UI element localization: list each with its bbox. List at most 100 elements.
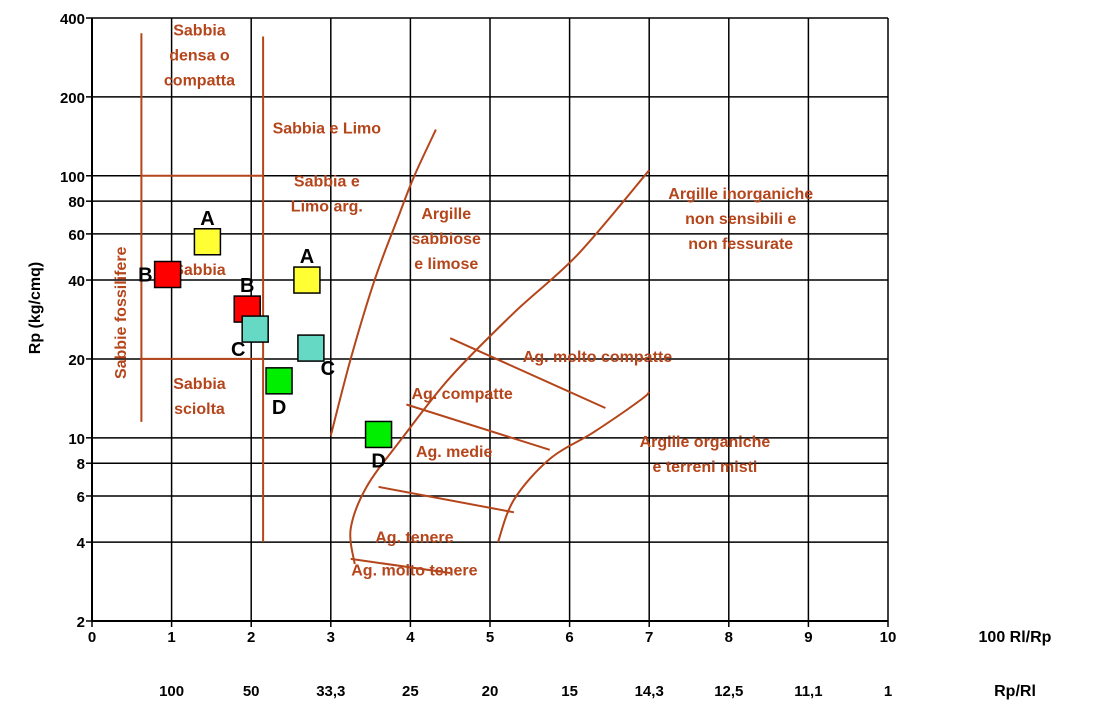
region-label: Ag. medie <box>416 444 493 461</box>
region-boundary <box>329 129 437 436</box>
region-label-line: non sensibili e <box>685 211 796 228</box>
x2-tick-label: 14,3 <box>635 683 664 700</box>
x2-tick-label: 50 <box>243 683 260 700</box>
x-tick-label: 7 <box>645 629 653 646</box>
x-tick-label: 0 <box>88 629 96 646</box>
region-label-line: Ag. molto tenere <box>351 562 477 579</box>
y-tick-label: 10 <box>68 431 85 448</box>
x-axis-label: 100 Rl/Rp <box>979 629 1052 646</box>
y-tick-label: 100 <box>60 169 85 186</box>
region-label: Sabbie fossilifere <box>113 246 130 379</box>
y-tick-label: 2 <box>77 614 85 631</box>
y-axis-label: Rp (kg/cmq) <box>27 262 44 354</box>
x2-tick-label: 25 <box>402 683 419 700</box>
data-point-c <box>297 334 325 362</box>
region-label: Argille sabbiose e limose <box>412 206 481 273</box>
y-tick-label: 4 <box>77 535 86 552</box>
x2-tick-label: 100 <box>159 683 184 700</box>
region-label-line: compatta <box>164 73 235 90</box>
region-label-line: Sabbia <box>173 376 226 393</box>
region-label-line: sciolta <box>174 401 225 418</box>
y-tick-label: 8 <box>77 456 85 473</box>
x2-tick-label: 15 <box>561 683 578 700</box>
x-tick-label: 9 <box>804 629 812 646</box>
x-tick-label: 6 <box>565 629 573 646</box>
region-boundary <box>497 390 650 543</box>
region-label: Ag. compatte <box>411 386 512 403</box>
region-label-line: Sabbia e <box>294 173 360 190</box>
y-tick-label: 60 <box>68 227 85 244</box>
region-label-line: Limo arg. <box>291 198 363 215</box>
x-tick-label: 10 <box>880 629 897 646</box>
region-boundary <box>449 337 606 409</box>
x-tick-label: 2 <box>247 629 255 646</box>
data-point-a <box>193 228 222 256</box>
data-point-c <box>241 315 269 343</box>
region-label: Argille organiche e terreni misti <box>640 434 771 476</box>
data-point-label: C <box>321 358 335 380</box>
x2-tick-label: 12,5 <box>714 683 743 700</box>
region-label-line: Sabbia <box>173 23 226 40</box>
region-label-line: e terreni misti <box>652 459 757 476</box>
region-label: Ag. molto tenere <box>351 562 477 579</box>
region-label-line: Ag. medie <box>416 444 493 461</box>
data-point-b <box>153 260 182 289</box>
region-label-line: Sabbie fossilifere <box>113 246 130 379</box>
region-label-line: Ag. tenere <box>375 530 453 547</box>
region-label-line: Ag. molto compatte <box>523 349 672 366</box>
region-label: Sabbia densa o compatta <box>164 23 235 90</box>
axes: 2 4 6 8 10 20 40 60 80 100 200 400 0 1 2 3 4 5 6 7 8 9 10 100 50… <box>60 11 896 700</box>
data-point-label: C <box>231 339 245 361</box>
region-labels: Sabbia densa o compatta Sabbia e Limo Sabbia… <box>113 23 813 580</box>
x-tick-label: 5 <box>486 629 494 646</box>
data-point-label: B <box>240 275 254 297</box>
data-point-label: D <box>272 397 286 419</box>
region-label-line: e limose <box>414 256 478 273</box>
region-label: Sabbia e Limo arg. <box>291 173 363 215</box>
region-boundary <box>350 557 451 574</box>
grid <box>91 17 889 622</box>
region-boundaries <box>140 33 650 574</box>
data-point-label: D <box>371 450 385 472</box>
x2-tick-label: 20 <box>482 683 499 700</box>
region-label: Ag. molto compatte <box>523 349 672 366</box>
region-label-line: sabbiose <box>412 231 481 248</box>
region-label-line: Argille inorganiche <box>668 186 813 203</box>
region-label: Sabbia sciolta <box>173 376 226 418</box>
region-boundary <box>406 403 551 451</box>
data-points: A A B B C C D D <box>138 208 393 472</box>
x-tick-label: 3 <box>327 629 335 646</box>
data-point-d <box>364 420 393 449</box>
region-boundary <box>349 169 650 565</box>
region-label-line: non fessurate <box>688 236 793 253</box>
y-tick-label: 200 <box>60 90 85 107</box>
region-boundary <box>378 485 515 514</box>
region-label-line: Argille organiche <box>640 434 771 451</box>
region-label: Sabbia e Limo <box>273 120 382 137</box>
region-label-line: densa o <box>169 48 230 65</box>
y-tick-label: 80 <box>68 194 85 211</box>
y-tick-label: 400 <box>60 11 85 28</box>
data-point-label: A <box>200 208 214 230</box>
y-tick-label: 40 <box>68 273 85 290</box>
region-label: Ag. tenere <box>375 530 453 547</box>
data-point-d <box>265 367 293 395</box>
x-tick-label: 1 <box>167 629 175 646</box>
x2-tick-label: 1 <box>884 683 892 700</box>
region-label-line: Sabbia <box>173 262 226 279</box>
x2-tick-label: 11,1 <box>794 683 822 700</box>
data-point-a <box>293 266 321 294</box>
region-label-line: Argille <box>421 206 471 223</box>
region-label: Sabbia <box>173 262 226 279</box>
data-point-label: A <box>300 246 314 268</box>
y-tick-label: 20 <box>68 352 85 369</box>
y-tick-label: 6 <box>77 489 85 506</box>
region-label: Argille inorganiche non sensibili e non fe… <box>668 186 813 253</box>
region-label-line: Sabbia e Limo <box>273 120 382 137</box>
x-tick-label: 4 <box>406 629 415 646</box>
region-label-line: Ag. compatte <box>411 386 512 403</box>
data-point-label: B <box>138 265 152 287</box>
x-tick-label: 8 <box>725 629 733 646</box>
x2-tick-label: 33,3 <box>316 683 345 700</box>
